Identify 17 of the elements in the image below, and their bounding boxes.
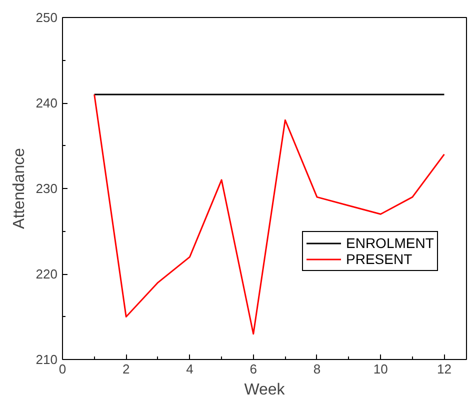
line-series [94, 94, 445, 335]
y-tick-label: 250 [36, 10, 58, 25]
y-tick-label: 230 [36, 181, 58, 196]
legend-label: ENROLMENT [346, 235, 434, 251]
x-tick-label: 10 [373, 362, 388, 376]
legend-label: PRESENT [346, 251, 412, 267]
x-tick-label: 8 [313, 362, 321, 376]
x-tick-label: 4 [186, 362, 194, 376]
x-tick-label: 12 [437, 362, 452, 376]
x-tick-label: 6 [250, 362, 257, 376]
y-axis-title: Attendance [10, 148, 28, 229]
y-tick-label: 210 [36, 352, 58, 367]
x-tick-label: 2 [122, 362, 130, 376]
y-tick-label: 240 [36, 96, 58, 110]
x-tick-label: 0 [58, 362, 66, 376]
x-axis-title: Week [244, 382, 286, 398]
y-tick-label: 220 [36, 266, 58, 282]
